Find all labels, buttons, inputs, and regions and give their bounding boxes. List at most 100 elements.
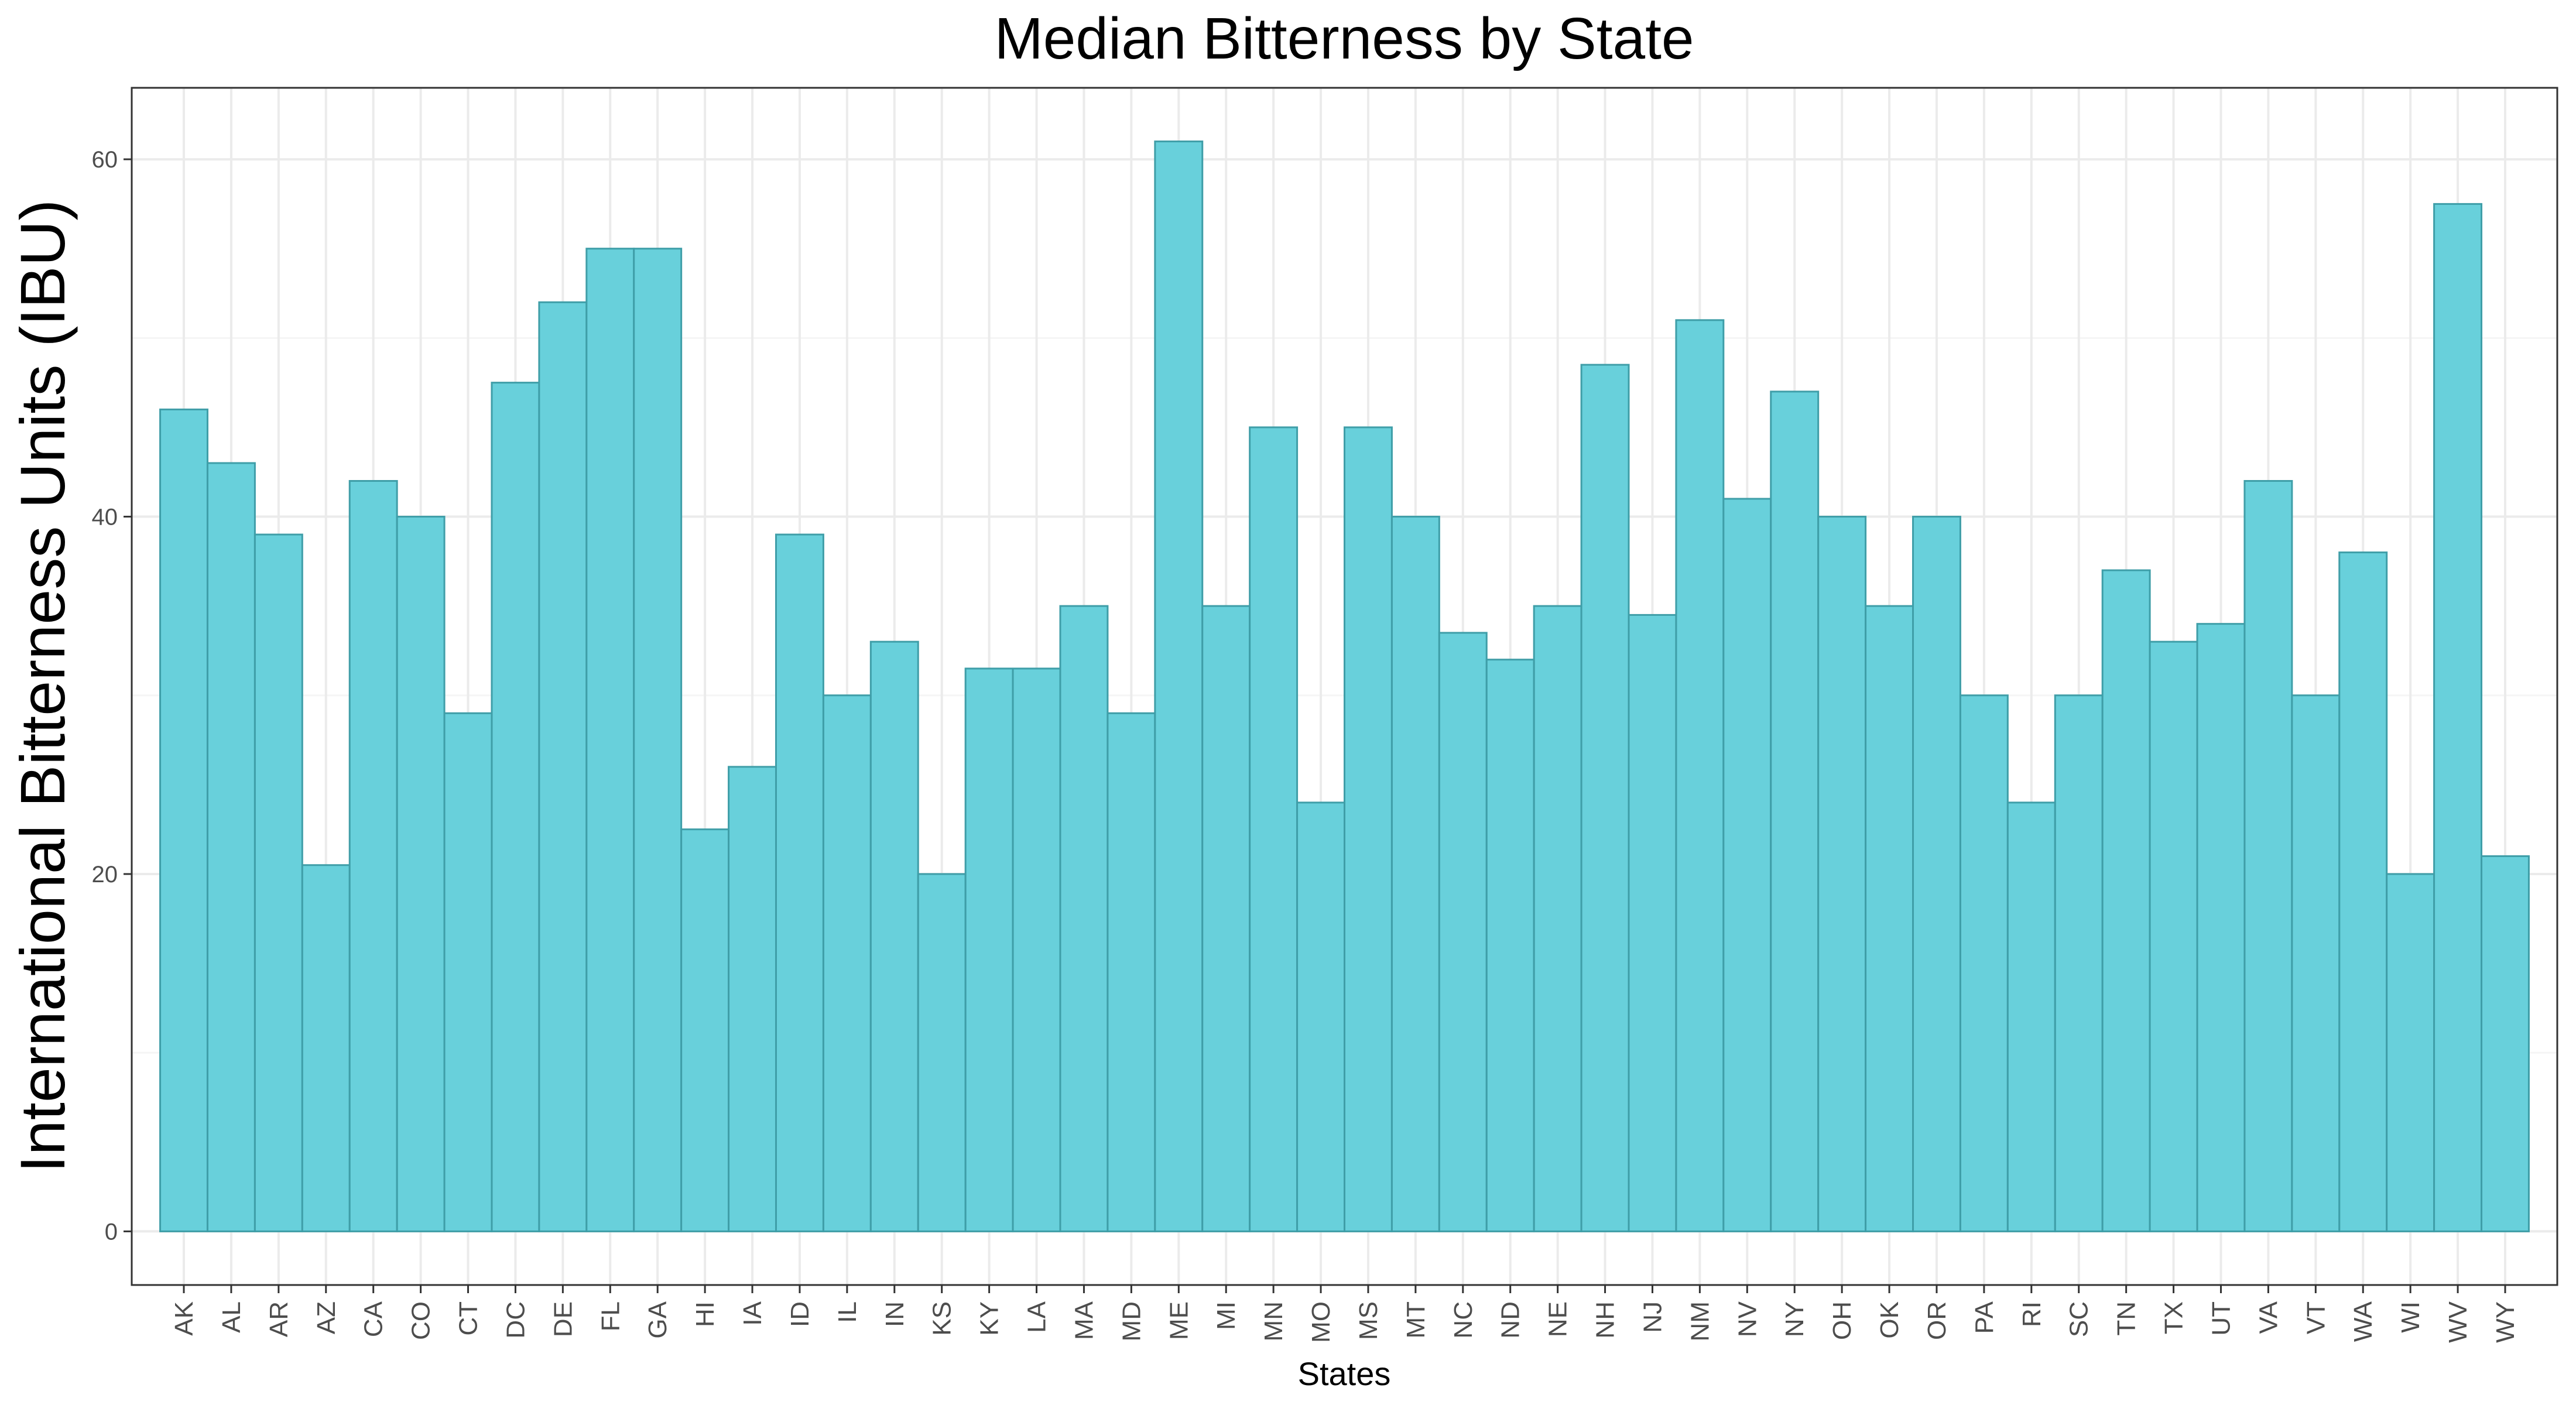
x-tick-label-nd: ND (1496, 1301, 1525, 1339)
x-tick-label-al: AL (217, 1301, 246, 1333)
y-tick-label: 20 (92, 862, 118, 887)
bar-ga (633, 248, 683, 1232)
x-tick-label-md: MD (1117, 1301, 1146, 1341)
bar-tn (2101, 569, 2151, 1232)
x-tick-label-ut: UT (2207, 1301, 2235, 1336)
bar-ar (254, 533, 303, 1232)
x-tick-label-ct: CT (454, 1301, 483, 1336)
bar-ca (348, 479, 398, 1232)
bar-wa (2338, 551, 2388, 1232)
bar-mi (1201, 605, 1251, 1232)
x-tick-label-ok: OK (1875, 1301, 1904, 1339)
bar-ia (728, 766, 777, 1232)
bar-ma (1059, 605, 1109, 1232)
x-tick-label-oh: OH (1828, 1301, 1856, 1340)
bar-mn (1249, 426, 1299, 1232)
bar-il (822, 694, 872, 1232)
panel-border (131, 87, 2558, 1286)
x-tick-label-in: IN (881, 1301, 909, 1327)
bar-ks (917, 873, 967, 1232)
x-tick-label-tx: TX (2160, 1301, 2188, 1334)
x-tick-label-ne: NE (1544, 1301, 1573, 1337)
bar-id (775, 533, 824, 1232)
x-tick-label-la: LA (1023, 1301, 1051, 1332)
bar-ok (1865, 605, 1914, 1232)
x-tick-label-ca: CA (359, 1301, 388, 1337)
bar-az (301, 864, 351, 1232)
x-tick-label-ms: MS (1354, 1301, 1383, 1340)
bar-ak (159, 408, 208, 1232)
x-tick-label-az: AZ (312, 1301, 341, 1334)
x-tick-label-ak: AK (170, 1301, 198, 1336)
x-tick-label-ma: MA (1070, 1301, 1098, 1340)
bar-me (1154, 140, 1204, 1232)
bar-nh (1580, 364, 1630, 1232)
x-tick-label-wi: WI (2396, 1301, 2425, 1333)
x-tick-label-vt: VT (2301, 1301, 2330, 1334)
x-tick-label-wv: WV (2444, 1301, 2472, 1343)
bars (159, 140, 2530, 1232)
x-tick-label-wa: WA (2349, 1301, 2378, 1342)
bar-ky (964, 667, 1014, 1232)
bar-va (2243, 479, 2293, 1232)
bar-ne (1533, 605, 1582, 1232)
y-axis-title: International Bitterness Units (IBU) (7, 200, 78, 1173)
bar-ms (1344, 426, 1393, 1232)
x-tick-label-ky: KY (975, 1301, 1004, 1336)
bar-or (1912, 516, 1961, 1232)
y-axis: 0 20 40 60 (92, 147, 132, 1245)
bar-wi (2386, 873, 2435, 1232)
x-tick-label-ga: GA (643, 1301, 672, 1338)
x-tick-label-ia: IA (738, 1301, 767, 1325)
x-tick-label-hi: HI (691, 1301, 720, 1327)
x-tick-label-mt: MT (1402, 1301, 1430, 1339)
x-tick-label-co: CO (407, 1301, 436, 1340)
chart-title: Median Bitterness by State (994, 6, 1694, 71)
x-tick-label-nh: NH (1591, 1301, 1620, 1339)
bar-vt (2291, 694, 2341, 1232)
bar-nm (1675, 319, 1725, 1232)
bar-tx (2149, 640, 2198, 1232)
bar-md (1107, 712, 1156, 1232)
y-tick-label: 0 (105, 1219, 118, 1245)
x-tick-label-mn: MN (1259, 1301, 1288, 1341)
x-tick-label-nj: NJ (1638, 1301, 1667, 1333)
x-tick-label-id: ID (786, 1301, 814, 1327)
x-tick-label-il: IL (833, 1301, 862, 1323)
y-tick-label: 60 (92, 147, 118, 173)
x-tick-label-nv: NV (1733, 1301, 1762, 1337)
bar-de (538, 301, 588, 1232)
x-tick-label-va: VA (2254, 1301, 2283, 1334)
x-tick-label-nm: NM (1686, 1301, 1714, 1341)
x-tick-label-mi: MI (1212, 1301, 1241, 1330)
bar-mt (1390, 516, 1440, 1232)
bar-dc (491, 382, 540, 1232)
x-tick-label-ny: NY (1780, 1301, 1809, 1337)
bar-hi (680, 828, 730, 1232)
bar-ri (2006, 801, 2056, 1232)
x-tick-label-fl: FL (596, 1301, 625, 1331)
bar-la (1012, 667, 1061, 1232)
x-tick-label-nc: NC (1449, 1301, 1478, 1339)
x-tick-label-ri: RI (2017, 1301, 2046, 1327)
x-axis: AK AL AR AZ CA CO CT DC DE FL GA HI IA ID IL IN KS KY LA MA… (170, 1285, 2520, 1343)
x-tick-label-ar: AR (265, 1301, 293, 1337)
x-tick-label-or: OR (1923, 1301, 1951, 1340)
bar-nd (1485, 659, 1535, 1232)
x-tick-label-wy: WY (2491, 1301, 2520, 1343)
bar-fl (585, 248, 635, 1232)
bar-ny (1770, 390, 1820, 1232)
x-tick-label-sc: SC (2065, 1301, 2094, 1337)
bar-ct (443, 712, 493, 1232)
x-axis-title: States (1298, 1355, 1391, 1392)
x-tick-label-pa: PA (1970, 1301, 1999, 1334)
bar-co (396, 516, 446, 1232)
bar-ut (2196, 623, 2246, 1232)
x-tick-label-me: ME (1164, 1301, 1193, 1340)
x-tick-label-ks: KS (928, 1301, 957, 1336)
x-tick-label-mo: MO (1307, 1301, 1335, 1343)
bar-mo (1296, 801, 1345, 1232)
bar-nc (1438, 632, 1488, 1232)
bar-sc (2054, 694, 2104, 1232)
bar-nv (1722, 498, 1772, 1232)
